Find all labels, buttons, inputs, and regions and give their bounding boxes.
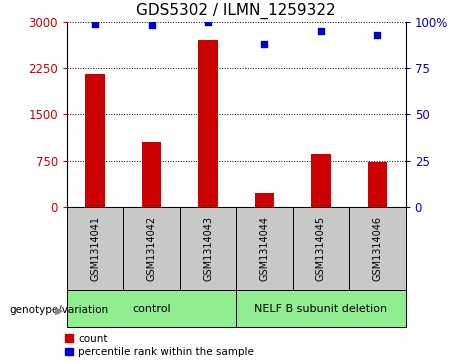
Bar bbox=[236, 290, 406, 327]
Bar bbox=[67, 207, 123, 290]
Title: GDS5302 / ILMN_1259322: GDS5302 / ILMN_1259322 bbox=[136, 3, 336, 19]
Bar bbox=[180, 207, 236, 290]
Point bbox=[261, 41, 268, 47]
Text: GSM1314046: GSM1314046 bbox=[372, 216, 383, 281]
Bar bbox=[254, 193, 274, 207]
Point bbox=[148, 23, 155, 28]
Text: genotype/variation: genotype/variation bbox=[9, 305, 108, 315]
Point bbox=[204, 19, 212, 25]
Point bbox=[91, 21, 99, 26]
Bar bbox=[367, 162, 387, 207]
Text: ▶: ▶ bbox=[55, 305, 64, 315]
Bar bbox=[85, 74, 105, 207]
Text: GSM1314043: GSM1314043 bbox=[203, 216, 213, 281]
Bar bbox=[198, 40, 218, 207]
Text: GSM1314044: GSM1314044 bbox=[260, 216, 270, 281]
Text: control: control bbox=[132, 303, 171, 314]
Text: GSM1314042: GSM1314042 bbox=[147, 216, 157, 281]
Text: GSM1314041: GSM1314041 bbox=[90, 216, 100, 281]
Bar bbox=[349, 207, 406, 290]
Point bbox=[317, 28, 325, 34]
Bar bbox=[236, 207, 293, 290]
Bar bbox=[142, 142, 161, 207]
Bar bbox=[293, 207, 349, 290]
Legend: count, percentile rank within the sample: count, percentile rank within the sample bbox=[63, 332, 256, 359]
Bar bbox=[67, 290, 236, 327]
Text: GSM1314045: GSM1314045 bbox=[316, 216, 326, 281]
Point bbox=[374, 32, 381, 38]
Bar bbox=[311, 154, 331, 207]
Text: NELF B subunit deletion: NELF B subunit deletion bbox=[254, 303, 388, 314]
Bar bbox=[123, 207, 180, 290]
